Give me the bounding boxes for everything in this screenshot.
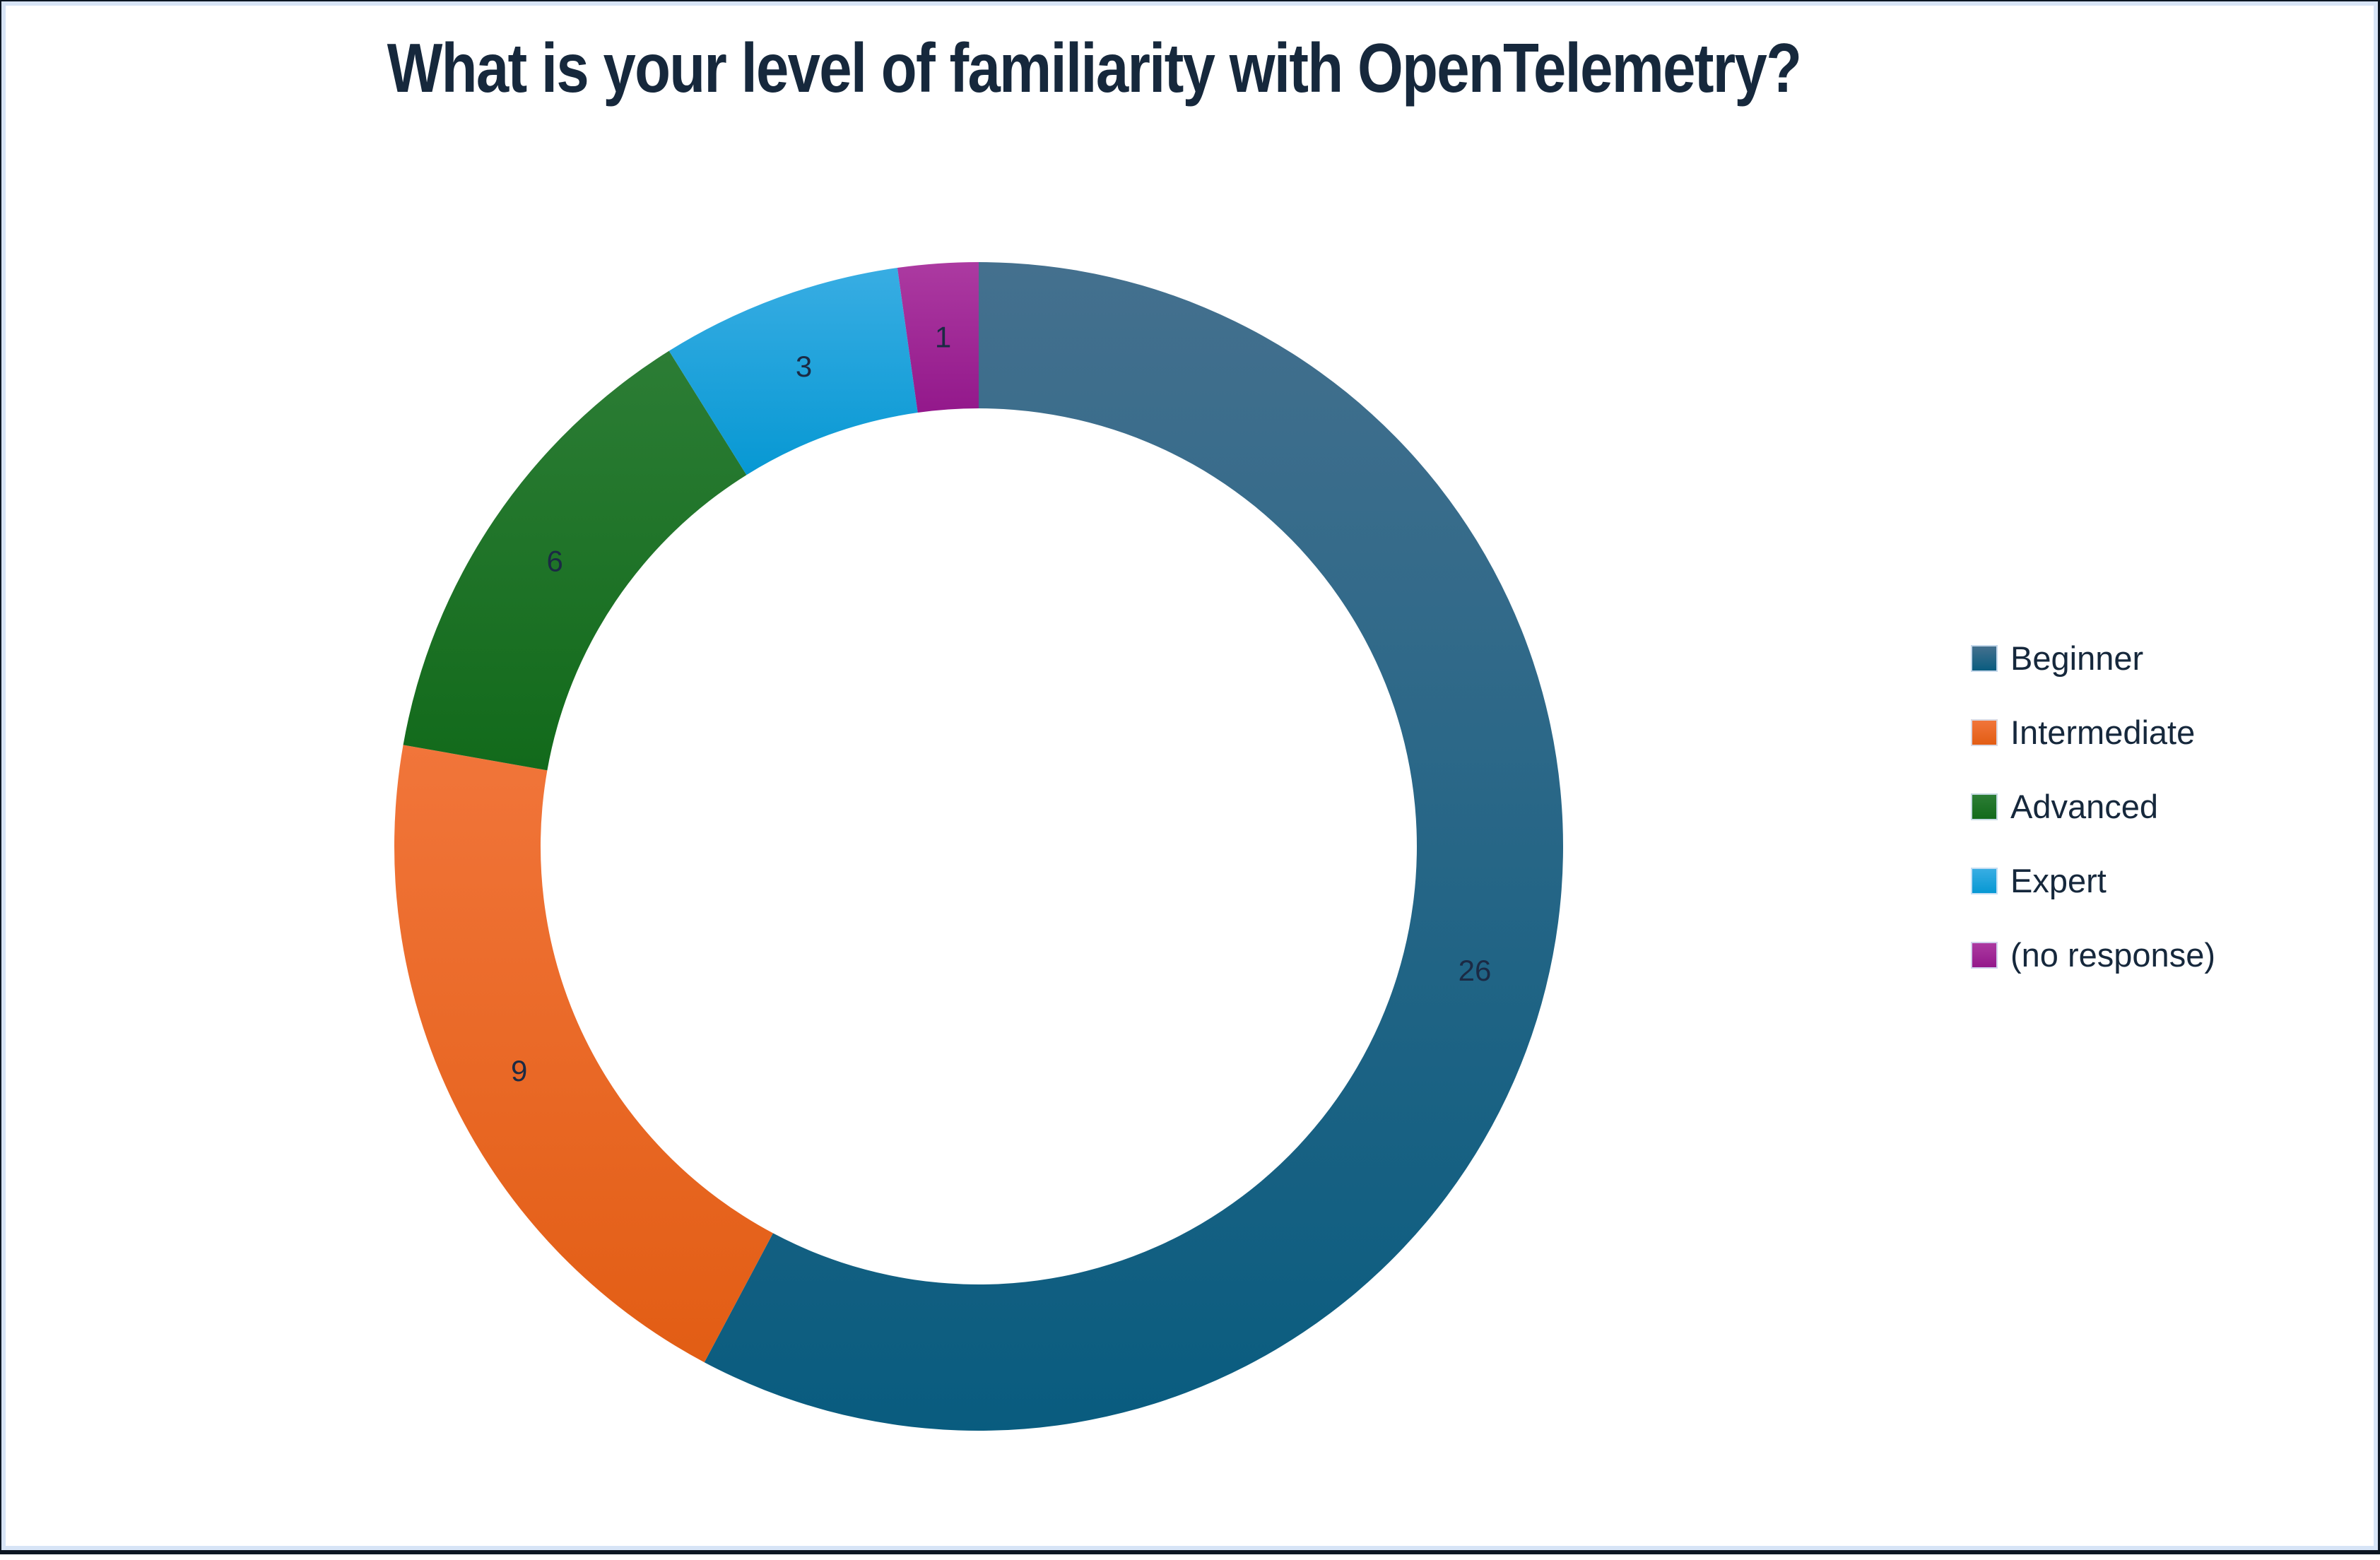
data-label: 3 [796, 350, 812, 383]
donut-segment-beginner [705, 262, 1563, 1431]
legend-item-intermediate: Intermediate [1971, 695, 2215, 769]
legend: Beginner Intermediate Advanced Expert (n… [1971, 621, 2215, 992]
donut-segment-intermediate [394, 745, 773, 1362]
data-label: 6 [547, 544, 563, 577]
data-label: 9 [511, 1054, 527, 1087]
data-label: 26 [1459, 954, 1492, 987]
legend-swatch-advanced [1971, 793, 1998, 820]
legend-label: Advanced [2010, 787, 2158, 826]
legend-item-beginner: Beginner [1971, 621, 2215, 695]
legend-swatch-beginner [1971, 645, 1998, 672]
legend-label: Expert [2010, 861, 2107, 900]
legend-item-advanced: Advanced [1971, 769, 2215, 844]
legend-label: (no response) [2010, 935, 2215, 974]
legend-label: Intermediate [2010, 713, 2195, 752]
legend-swatch-intermediate [1971, 719, 1998, 746]
legend-swatch-no-response [1971, 942, 1998, 969]
legend-item-no-response: (no response) [1971, 918, 2215, 992]
legend-swatch-expert [1971, 868, 1998, 894]
legend-label: Beginner [2010, 639, 2143, 678]
data-label: 1 [935, 320, 951, 353]
donut-segment-advanced [403, 351, 747, 771]
legend-item-expert: Expert [1971, 844, 2215, 918]
